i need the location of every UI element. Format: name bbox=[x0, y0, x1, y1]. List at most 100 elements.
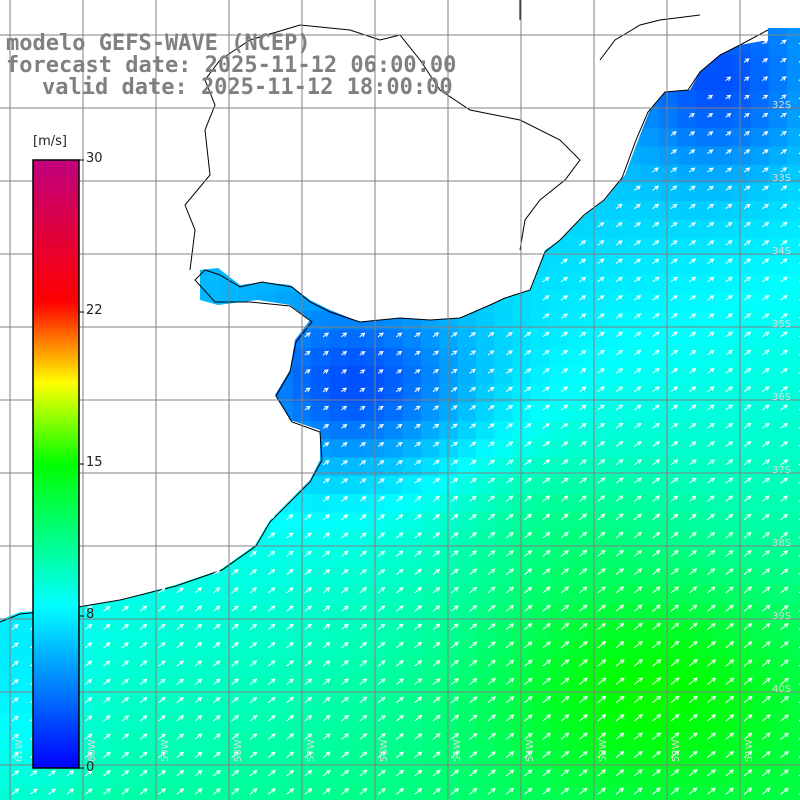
wind-arrow bbox=[633, 586, 643, 594]
wind-arrow bbox=[688, 495, 697, 502]
wind-arrow bbox=[560, 695, 570, 704]
wind-arrow bbox=[377, 714, 386, 722]
wind-arrow bbox=[615, 586, 625, 594]
wind-arrow bbox=[560, 495, 569, 502]
wind-arrow bbox=[633, 495, 642, 502]
wind-arrow bbox=[505, 732, 515, 740]
wind-arrow bbox=[395, 751, 405, 759]
wind-arrow bbox=[414, 332, 421, 338]
wind-arrow bbox=[249, 532, 257, 539]
wind-arrow bbox=[780, 696, 790, 704]
wind-arrow bbox=[743, 131, 751, 136]
wind-arrow bbox=[450, 423, 458, 429]
wind-arrow bbox=[194, 788, 203, 795]
wind-arrow bbox=[725, 568, 734, 576]
wind-arrow bbox=[414, 605, 423, 612]
wind-arrow bbox=[450, 623, 459, 630]
wind-arrow bbox=[432, 550, 441, 557]
wind-arrow bbox=[377, 532, 386, 539]
wind-arrow bbox=[267, 751, 276, 759]
wind-arrow bbox=[524, 659, 533, 667]
wind-arrow bbox=[670, 604, 680, 612]
wind-arrow bbox=[487, 532, 496, 539]
wind-arrow bbox=[450, 751, 460, 759]
wind-arrow bbox=[707, 331, 715, 338]
wind-arrow bbox=[652, 769, 662, 777]
wind-arrow bbox=[560, 659, 570, 667]
wind-arrow bbox=[396, 350, 403, 356]
wind-arrow bbox=[487, 605, 496, 612]
wind-arrow bbox=[615, 769, 625, 777]
wind-arrow bbox=[707, 586, 716, 594]
wind-arrow bbox=[121, 696, 130, 704]
wind-arrow bbox=[670, 459, 679, 466]
wind-arrow bbox=[505, 550, 514, 557]
wind-arrow bbox=[780, 258, 788, 265]
wind-arrow bbox=[267, 623, 276, 630]
wind-arrow bbox=[359, 442, 366, 448]
wind-arrow bbox=[652, 750, 662, 759]
wind-arrow bbox=[579, 477, 588, 484]
wind-arrow bbox=[286, 623, 294, 630]
wind-arrow bbox=[743, 203, 751, 210]
wind-arrow bbox=[725, 112, 732, 118]
wind-arrow bbox=[743, 94, 750, 100]
wind-arrow bbox=[48, 788, 56, 795]
wind-arrow bbox=[84, 788, 93, 795]
wind-arrow bbox=[597, 222, 605, 228]
wind-arrow bbox=[414, 369, 421, 374]
wind-arrow bbox=[670, 441, 679, 448]
wind-arrow bbox=[304, 405, 311, 411]
wind-arrow bbox=[139, 715, 148, 722]
wind-arrow bbox=[597, 732, 607, 740]
wind-arrow bbox=[414, 787, 423, 795]
grid-labels: 32S 33S 34S 35S 36S 37S 38S 39S 40S 61W 60W 59W 58W 5… bbox=[14, 100, 791, 762]
wind-arrow bbox=[176, 696, 185, 704]
wind-arrow bbox=[652, 422, 660, 429]
wind-arrow bbox=[743, 477, 752, 484]
wind-arrow bbox=[176, 587, 184, 594]
wind-arrow bbox=[121, 623, 129, 630]
lat-label: 32S bbox=[772, 100, 791, 111]
wind-arrow bbox=[469, 787, 478, 795]
wind-arrow bbox=[194, 642, 203, 649]
wind-arrow bbox=[761, 550, 771, 557]
wind-arrow bbox=[414, 423, 421, 429]
wind-arrow bbox=[194, 605, 203, 612]
wind-arrow bbox=[762, 39, 769, 45]
wind-arrow bbox=[542, 696, 552, 704]
wind-arrow bbox=[578, 695, 588, 704]
wind-arrow bbox=[780, 787, 789, 795]
wind-arrow bbox=[432, 659, 441, 667]
wind-arrow bbox=[688, 787, 698, 795]
wind-arrow bbox=[231, 568, 239, 576]
wind-arrow bbox=[633, 349, 642, 356]
wind-arrow bbox=[432, 441, 440, 448]
wind-arrow bbox=[633, 368, 642, 374]
wind-arrow bbox=[725, 276, 733, 283]
wind-arrow bbox=[560, 568, 570, 576]
wind-arrow bbox=[780, 276, 788, 283]
wind-arrow bbox=[652, 732, 662, 740]
wind-arrow bbox=[176, 788, 185, 795]
wind-arrow bbox=[11, 642, 19, 649]
wind-arrow bbox=[212, 550, 221, 557]
wind-arrow bbox=[158, 569, 166, 576]
wind-arrow bbox=[322, 423, 330, 429]
wind-arrow bbox=[469, 586, 478, 594]
wind-arrow bbox=[505, 659, 515, 667]
wind-arrow bbox=[707, 203, 715, 210]
wind-arrow bbox=[505, 568, 514, 576]
wind-arrow bbox=[780, 677, 790, 685]
wind-arrow bbox=[670, 240, 678, 246]
wind-arrow bbox=[615, 477, 624, 484]
wind-arrow bbox=[158, 769, 166, 777]
wind-arrow bbox=[725, 750, 735, 759]
wind-arrow bbox=[432, 787, 441, 795]
wind-arrow bbox=[688, 695, 698, 704]
wind-arrow bbox=[469, 350, 477, 356]
wind-arrow bbox=[688, 331, 697, 338]
wind-arrow bbox=[341, 387, 348, 393]
wind-arrow bbox=[615, 349, 624, 356]
wind-arrow bbox=[505, 787, 515, 795]
